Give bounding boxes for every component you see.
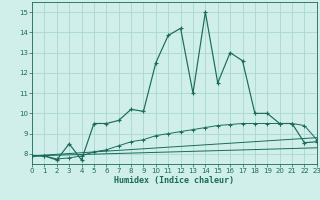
X-axis label: Humidex (Indice chaleur): Humidex (Indice chaleur) bbox=[115, 176, 234, 185]
